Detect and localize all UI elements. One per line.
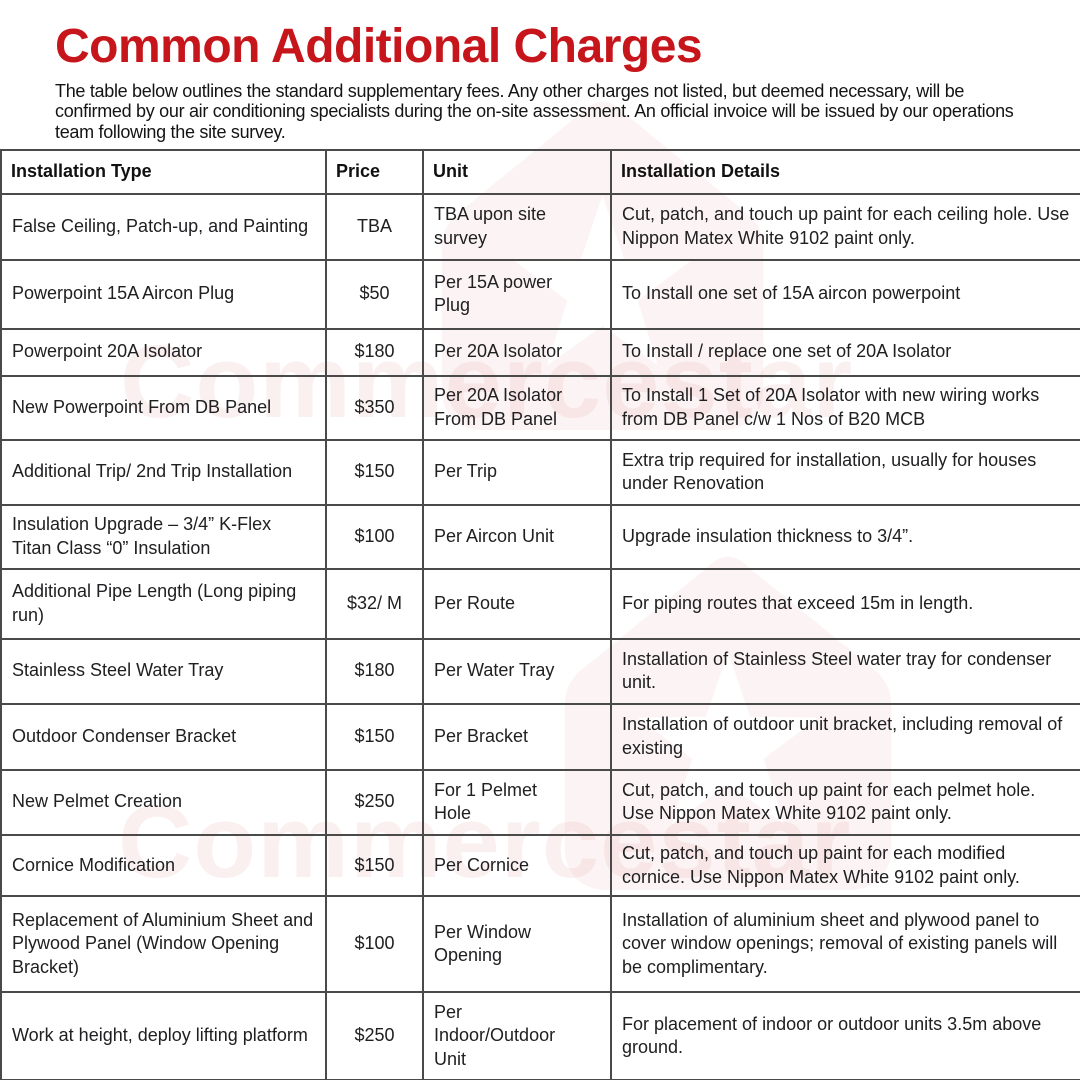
cell-installation-type: Additional Trip/ 2nd Trip Installation xyxy=(0,438,327,506)
cell-installation-type: False Ceiling, Patch-up, and Painting xyxy=(0,192,327,261)
cell-unit: Per 15A power Plug xyxy=(422,258,612,330)
cell-unit: Per Aircon Unit xyxy=(422,503,612,570)
table-row: New Pelmet Creation $250 For 1 Pelmet Ho… xyxy=(0,768,1080,836)
cell-details: Upgrade insulation thickness to 3/4”. xyxy=(610,503,1080,570)
cell-installation-type: Powerpoint 20A Isolator xyxy=(0,327,327,377)
cell-details: To Install one set of 15A aircon powerpo… xyxy=(610,258,1080,330)
column-header-price: Price xyxy=(325,148,424,195)
table-row: Powerpoint 15A Aircon Plug $50 Per 15A p… xyxy=(0,258,1080,330)
charges-table-body: False Ceiling, Patch-up, and Painting TB… xyxy=(0,192,1080,1080)
header-block: Common Additional Charges The table belo… xyxy=(0,0,1080,143)
cell-price: $150 xyxy=(325,833,424,898)
cell-details: Installation of aluminium sheet and plyw… xyxy=(610,895,1080,994)
table-row: Stainless Steel Water Tray $180 Per Wate… xyxy=(0,637,1080,705)
table-row: Outdoor Condenser Bracket $150 Per Brack… xyxy=(0,702,1080,771)
table-row: Additional Trip/ 2nd Trip Installation $… xyxy=(0,438,1080,506)
cell-installation-type: Replacement of Aluminium Sheet and Plywo… xyxy=(0,895,327,994)
table-row: Replacement of Aluminium Sheet and Plywo… xyxy=(0,895,1080,994)
cell-price: $180 xyxy=(325,637,424,705)
column-header-unit: Unit xyxy=(422,148,612,195)
cell-installation-type: New Powerpoint From DB Panel xyxy=(0,374,327,441)
cell-unit: Per Indoor/Outdoor Unit xyxy=(422,991,612,1080)
table-row: New Powerpoint From DB Panel $350 Per 20… xyxy=(0,374,1080,441)
cell-installation-type: Powerpoint 15A Aircon Plug xyxy=(0,258,327,330)
table-row: False Ceiling, Patch-up, and Painting TB… xyxy=(0,192,1080,261)
cell-price: $32/ M xyxy=(325,567,424,640)
cell-unit: Per Route xyxy=(422,567,612,640)
cell-installation-type: Outdoor Condenser Bracket xyxy=(0,702,327,771)
cell-unit: Per 20A Isolator From DB Panel xyxy=(422,374,612,441)
charges-table: Installation Type Price Unit Installatio… xyxy=(0,148,1080,1080)
cell-price: $100 xyxy=(325,503,424,570)
cell-price: $150 xyxy=(325,438,424,506)
table-row: Additional Pipe Length (Long piping run)… xyxy=(0,567,1080,640)
table-row: Powerpoint 20A Isolator $180 Per 20A Iso… xyxy=(0,327,1080,377)
cell-unit: Per Water Tray xyxy=(422,637,612,705)
intro-paragraph: The table below outlines the standard su… xyxy=(55,80,1014,143)
table-row: Cornice Modification $150 Per Cornice Cu… xyxy=(0,833,1080,898)
cell-details: Extra trip required for installation, us… xyxy=(610,438,1080,506)
cell-installation-type: Insulation Upgrade – 3/4” K-Flex Titan C… xyxy=(0,503,327,570)
cell-price: $250 xyxy=(325,768,424,836)
cell-details: Cut, patch, and touch up paint for each … xyxy=(610,768,1080,836)
cell-price: TBA xyxy=(325,192,424,261)
cell-details: For placement of indoor or outdoor units… xyxy=(610,991,1080,1080)
cell-details: To Install 1 Set of 20A Isolator with ne… xyxy=(610,374,1080,441)
cell-details: To Install / replace one set of 20A Isol… xyxy=(610,327,1080,377)
cell-installation-type: Cornice Modification xyxy=(0,833,327,898)
cell-installation-type: Additional Pipe Length (Long piping run) xyxy=(0,567,327,640)
cell-price: $350 xyxy=(325,374,424,441)
page-title: Common Additional Charges xyxy=(55,20,703,73)
cell-unit: TBA upon site survey xyxy=(422,192,612,261)
cell-installation-type: Work at height, deploy lifting platform xyxy=(0,991,327,1080)
table-header-row: Installation Type Price Unit Installatio… xyxy=(0,148,1080,195)
cell-price: $180 xyxy=(325,327,424,377)
cell-price: $250 xyxy=(325,991,424,1080)
cell-details: Installation of Stainless Steel water tr… xyxy=(610,637,1080,705)
cell-unit: Per Cornice xyxy=(422,833,612,898)
table-row: Work at height, deploy lifting platform … xyxy=(0,991,1080,1080)
cell-unit: Per 20A Isolator xyxy=(422,327,612,377)
cell-unit: Per Trip xyxy=(422,438,612,506)
cell-price: $150 xyxy=(325,702,424,771)
cell-installation-type: Stainless Steel Water Tray xyxy=(0,637,327,705)
cell-details: Installation of outdoor unit bracket, in… xyxy=(610,702,1080,771)
cell-details: Cut, patch, and touch up paint for each … xyxy=(610,833,1080,898)
cell-unit: For 1 Pelmet Hole xyxy=(422,768,612,836)
cell-unit: Per Window Opening xyxy=(422,895,612,994)
cell-price: $100 xyxy=(325,895,424,994)
column-header-installation-details: Installation Details xyxy=(610,148,1080,195)
column-header-installation-type: Installation Type xyxy=(0,148,327,195)
cell-details: Cut, patch, and touch up paint for each … xyxy=(610,192,1080,261)
cell-details: For piping routes that exceed 15m in len… xyxy=(610,567,1080,640)
table-row: Insulation Upgrade – 3/4” K-Flex Titan C… xyxy=(0,503,1080,570)
cell-unit: Per Bracket xyxy=(422,702,612,771)
cell-price: $50 xyxy=(325,258,424,330)
cell-installation-type: New Pelmet Creation xyxy=(0,768,327,836)
